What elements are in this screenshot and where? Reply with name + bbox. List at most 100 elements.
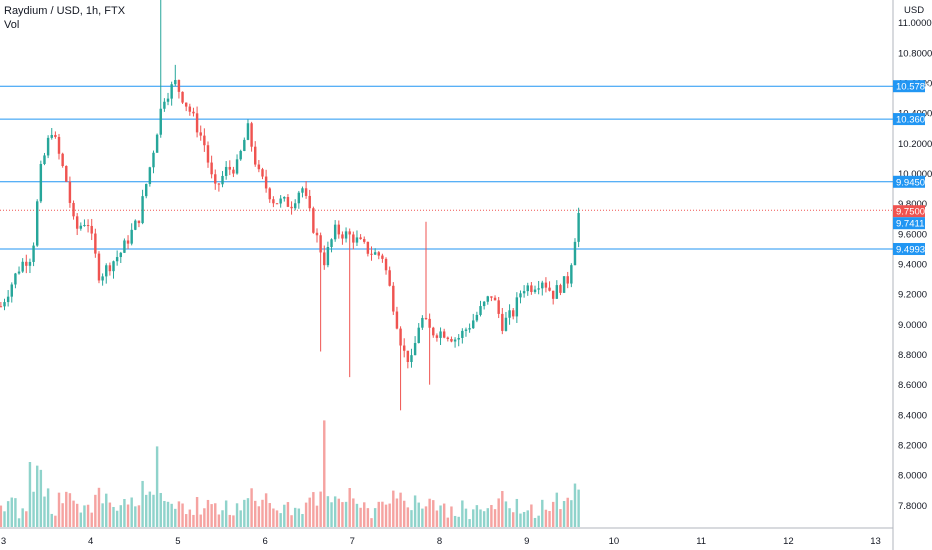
volume-bar: [199, 514, 202, 527]
volume-bar: [373, 508, 377, 527]
candle-body: [511, 310, 515, 317]
volume-bar: [61, 503, 64, 527]
candle-body: [94, 233, 97, 254]
candle-body: [384, 258, 388, 271]
volume-bar: [10, 497, 13, 527]
candle-body: [479, 306, 482, 315]
x-tick-label: 7: [350, 536, 355, 547]
candle-body: [126, 240, 130, 244]
volume-bar: [112, 506, 115, 527]
volume-bar: [126, 504, 130, 527]
volume-bar: [297, 508, 301, 527]
candle-body: [573, 241, 577, 266]
candle-body: [432, 327, 435, 336]
volume-bar: [228, 514, 232, 527]
candle-body: [250, 123, 253, 147]
volume-bar: [119, 505, 122, 527]
price-tag-box: [893, 80, 925, 93]
candle-body: [108, 265, 112, 272]
candle-body: [105, 265, 108, 277]
volume-bar: [326, 496, 330, 527]
volume-bar: [65, 491, 68, 527]
candle-body: [304, 188, 308, 196]
candle-body: [75, 216, 79, 229]
candle-body: [450, 338, 453, 342]
candle-body: [68, 181, 72, 203]
volume-bar: [72, 500, 75, 527]
volume-bar: [508, 508, 511, 527]
candle-body: [577, 213, 580, 242]
volume-bar: [79, 512, 83, 527]
volume-bar: [290, 515, 293, 527]
volume-bar: [130, 497, 133, 527]
y-tick-label: 8.0000: [898, 471, 927, 482]
volume-bar: [90, 512, 93, 527]
candle-body: [301, 188, 304, 193]
candle-body: [333, 224, 337, 240]
candle-body: [417, 327, 420, 344]
volume-bar: [224, 500, 228, 527]
candle-body: [32, 245, 35, 262]
volume-bar: [392, 490, 395, 527]
candle-body: [337, 224, 341, 235]
volume-bar: [115, 510, 119, 527]
volume-bar: [3, 511, 6, 527]
volume-bar: [399, 492, 402, 527]
volume-bar: [497, 498, 500, 527]
candle-body: [497, 300, 500, 314]
candle-body: [61, 153, 64, 167]
volume-bar: [395, 498, 399, 527]
candle-body: [239, 150, 242, 160]
candle-body: [192, 111, 195, 114]
candle-body: [134, 220, 137, 230]
volume-bar: [344, 501, 348, 527]
y-tick-label: 8.4000: [898, 410, 927, 421]
candle-body: [439, 331, 442, 338]
volume-bar: [54, 515, 57, 527]
y-tick-label: 10.0000: [898, 169, 932, 180]
candle-body: [381, 255, 384, 259]
volume-bar: [75, 503, 79, 527]
y-tick-label: 11.0000: [898, 18, 932, 29]
price-tag-label: 10.3607: [896, 115, 930, 126]
volume-bar: [468, 519, 471, 527]
volume-bar: [330, 502, 333, 527]
candle-body: [72, 202, 75, 217]
x-tick-label: 9: [524, 536, 529, 547]
volume-bar: [94, 494, 97, 527]
candle-body: [352, 234, 355, 243]
candle-body: [123, 240, 126, 253]
volume-bar: [323, 420, 326, 527]
volume-bar: [548, 510, 551, 527]
candle-body: [261, 169, 264, 177]
volume-bar: [570, 500, 573, 527]
volume-bar: [566, 497, 569, 527]
candle-body: [428, 318, 431, 328]
candles: [0, 0, 580, 411]
candle-body: [519, 293, 522, 298]
candle-body: [0, 306, 3, 308]
volume-bar: [486, 508, 489, 527]
candle-body: [86, 225, 90, 227]
volume-bar: [46, 488, 50, 527]
candle-body: [243, 139, 246, 151]
time-axis: 3 4 5 6 7 8 9 10 11 12 13: [1, 536, 881, 547]
candle-body: [562, 276, 566, 293]
volume-bar: [155, 446, 159, 527]
candle-body: [246, 123, 250, 140]
currency-label: USD: [904, 5, 924, 16]
candle-body: [501, 313, 504, 331]
horizontal-lines: [0, 85, 893, 250]
candle-body: [159, 108, 162, 135]
volume-bar: [17, 518, 21, 527]
candle-body: [217, 183, 221, 185]
candle-body: [166, 98, 170, 102]
price-tag-box: [893, 217, 925, 230]
volume-bar: [188, 509, 192, 527]
volume-bar: [341, 502, 344, 527]
candle-body: [551, 290, 555, 299]
volume-bar: [348, 488, 351, 527]
candle-body: [272, 199, 275, 204]
candle-body: [50, 134, 53, 138]
